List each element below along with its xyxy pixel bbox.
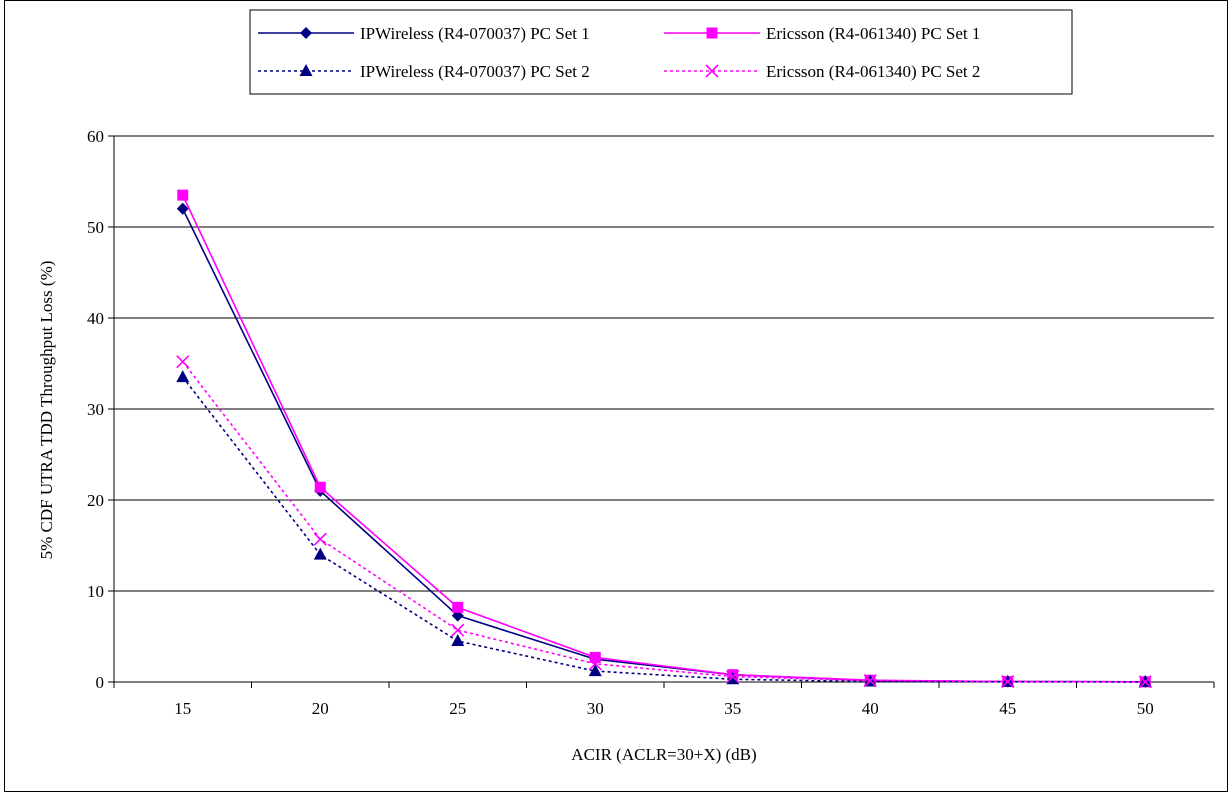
gridlines [114,135,1214,592]
series-line [182,376,1146,683]
triangle-marker [451,634,465,647]
series-1 [176,202,1152,688]
x-marker-stroke [451,623,465,637]
x-marker-stroke [1001,674,1015,689]
axes: 0 10 20 30 40 50 60 15 20 25 30 35 40 45 50 [87,127,1215,718]
legend-box [249,9,1073,95]
series-line [182,361,1146,683]
triangle-marker [588,664,602,677]
x-marker [451,623,465,637]
series-3 [176,370,1152,687]
y-tick-label: 30 [87,400,104,419]
x-marker [588,657,602,671]
x-marker-stroke [588,657,602,671]
x-tick-label: 30 [587,699,604,718]
y-axis-title: 5% CDF UTRA TDD Throughput Loss (%) [37,261,56,560]
x-tick-label: 15 [174,699,191,718]
x-marker [1001,674,1015,689]
y-tick-label: 50 [87,218,104,237]
series-2 [177,189,1151,688]
x-marker-stroke [726,669,740,684]
x-marker-stroke [863,674,877,688]
diamond-marker [300,27,312,39]
triangle-marker [299,64,313,76]
square-marker [589,651,601,663]
square-marker [177,189,189,201]
x-marker-stroke [1138,675,1152,689]
x-marker-stroke [705,64,719,78]
triangle-marker [726,672,740,685]
legend: IPWireless (R4-070037) PC Set 1 Ericsson … [249,9,1073,95]
x-tick-label: 20 [312,699,329,718]
series-group [176,189,1152,689]
x-axis-title: ACIR (ACLR=30+X) (dB) [571,745,756,764]
x-tick-label: 25 [449,699,466,718]
x-tick-label: 40 [862,699,879,718]
square-marker [314,481,326,493]
x-marker [863,674,877,688]
x-marker [705,64,719,78]
y-tick-label: 10 [87,582,104,601]
legend-item-4: Ericsson (R4-061340) PC Set 2 [664,62,980,81]
legend-item-1: IPWireless (R4-070037) PC Set 1 [258,24,590,43]
legend-item-2: Ericsson (R4-061340) PC Set 1 [664,24,980,43]
x-marker-stroke [313,532,327,546]
series-line [182,194,1146,683]
legend-item-3: IPWireless (R4-070037) PC Set 2 [258,62,590,81]
legend-label: Ericsson (R4-061340) PC Set 1 [766,24,980,43]
x-tick-label: 45 [999,699,1016,718]
legend-label: IPWireless (R4-070037) PC Set 1 [360,24,590,43]
y-tick-label: 60 [87,127,104,146]
series-line [182,208,1146,683]
x-marker [1138,675,1152,689]
series-4 [176,355,1152,689]
square-marker [706,27,718,39]
diamond-marker [176,202,189,215]
legend-label: Ericsson (R4-061340) PC Set 2 [766,62,980,81]
triangle-marker [176,370,190,383]
x-marker [176,355,190,369]
y-tick-label: 20 [87,491,104,510]
x-tick-label: 50 [1137,699,1154,718]
legend-label: IPWireless (R4-070037) PC Set 2 [360,62,590,81]
square-marker [452,601,464,613]
x-marker-stroke [176,355,190,369]
x-marker [726,669,740,684]
x-marker [313,532,327,546]
y-tick-label: 40 [87,309,104,328]
x-tick-label: 35 [724,699,741,718]
triangle-marker [313,547,327,560]
y-tick-label: 0 [96,673,105,692]
